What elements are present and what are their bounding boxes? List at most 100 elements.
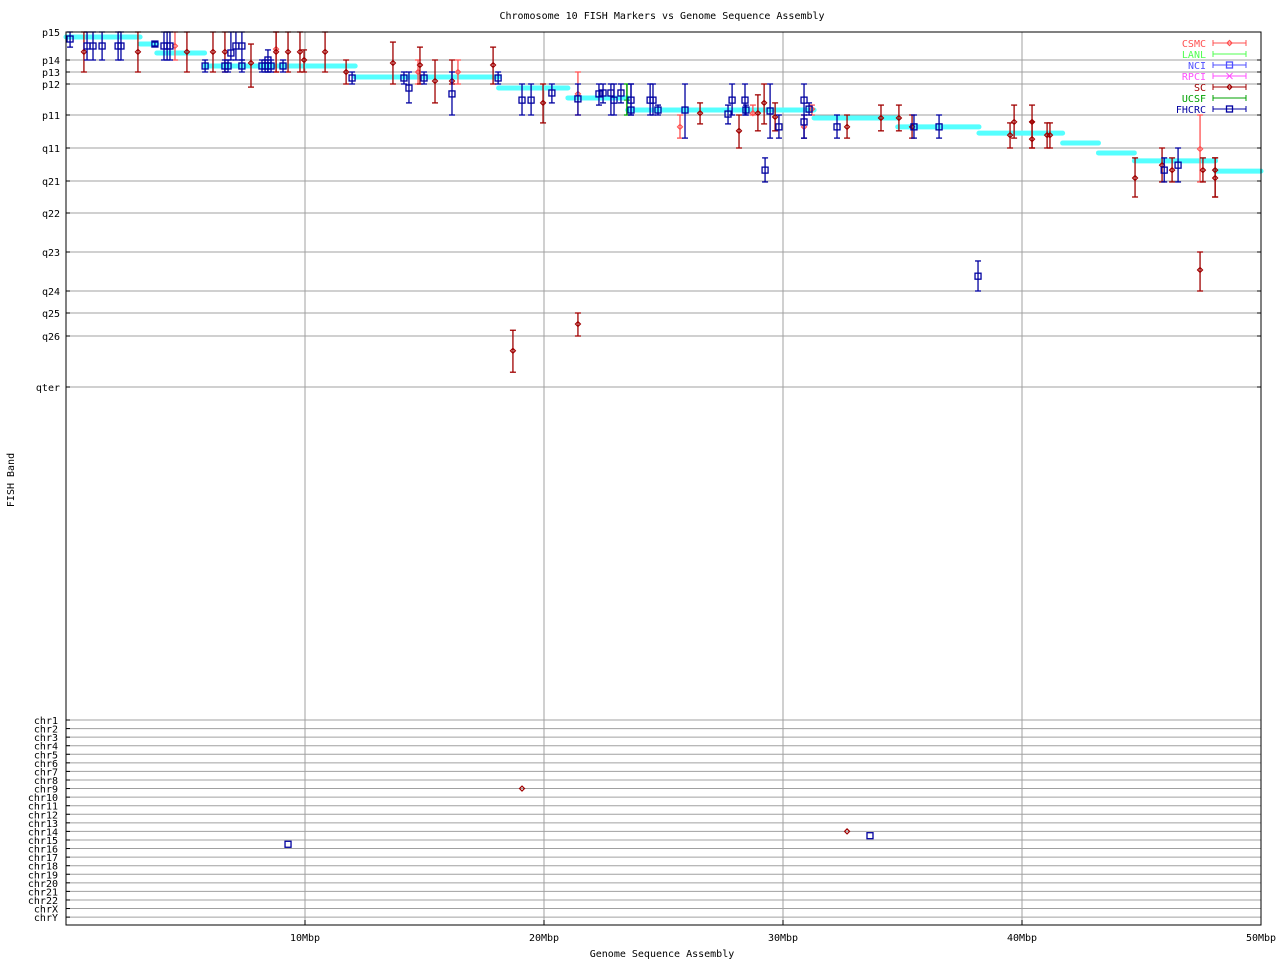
sc-diamond-marker <box>696 109 704 117</box>
sc-data-point <box>509 329 517 373</box>
marker-points <box>66 31 1219 848</box>
sc-diamond-marker <box>877 114 885 122</box>
fhcrc-box-marker <box>775 123 783 131</box>
fhcrc-box-marker <box>766 107 774 115</box>
sc-data-point <box>696 102 704 125</box>
sc-diamond-marker <box>509 347 517 355</box>
sc-data-point <box>300 49 308 73</box>
fhcrc-data-point <box>527 83 535 116</box>
sc-data-point <box>1010 104 1018 139</box>
sc-diamond-marker <box>448 77 456 85</box>
sc-diamond-marker <box>134 48 142 56</box>
y-tick-label: p12 <box>42 80 60 91</box>
sc-data-point <box>771 102 779 132</box>
series-fhcrc <box>66 31 1182 848</box>
fhcrc-data-point <box>649 83 657 116</box>
fhcrc-data-point <box>724 104 732 125</box>
legend-label: LANL <box>1182 50 1206 61</box>
fhcrc-box-marker <box>420 74 428 82</box>
y-chromosome-label: chrY <box>34 913 58 924</box>
sc-data-point <box>1046 122 1054 149</box>
legend-item-lanl: LANL <box>1182 50 1247 61</box>
assembly-segments <box>63 34 1264 174</box>
fhcrc-box-marker <box>833 123 841 131</box>
sc-diamond-marker <box>1199 166 1207 174</box>
x-axis-label: Genome Sequence Assembly <box>590 949 735 960</box>
sc-other-chromosome-diamond-marker <box>843 828 851 835</box>
fhcrc-data-point <box>151 40 159 48</box>
sc-data-point <box>1168 157 1176 183</box>
fhcrc-box-marker <box>974 272 982 280</box>
legend-label: CSMC <box>1182 39 1206 50</box>
fhcrc-box-marker <box>595 90 603 98</box>
csmc-diamond-marker <box>676 123 684 131</box>
legend-item-rpci: RPCI <box>1182 72 1247 83</box>
y-chromosome-label: chr7 <box>34 767 58 778</box>
sc-diamond-marker <box>1131 174 1139 182</box>
csmc-data-point <box>454 59 462 85</box>
y-chromosome-label: chr6 <box>34 759 58 770</box>
sc-data-point <box>1211 157 1219 198</box>
fhcrc-data-point <box>599 83 607 104</box>
y-chromosome-label: chr9 <box>34 785 58 796</box>
fhcrc-box-marker <box>448 90 456 98</box>
fhcrc-data-point <box>805 102 813 116</box>
y-tick-label: q11 <box>42 144 60 155</box>
sc-diamond-marker <box>574 320 582 328</box>
fhcrc-box-marker <box>654 106 662 114</box>
x-tick-label: 40Mbp <box>1007 933 1037 944</box>
sc-diamond-marker <box>754 109 762 117</box>
fhcrc-data-point <box>267 59 275 73</box>
legend-box-marker <box>1225 61 1234 69</box>
legend-label: UCSF <box>1182 94 1206 105</box>
y-chromosome-label: chr8 <box>34 776 58 787</box>
sc-diamond-marker <box>1006 131 1014 139</box>
legend-item-ucsf: UCSF <box>1182 94 1247 105</box>
fhcrc-data-point <box>400 71 408 85</box>
legend-box-marker <box>1225 105 1234 113</box>
y-tick-label: p11 <box>42 111 60 122</box>
fhcrc-data-point <box>201 59 209 73</box>
sc-diamond-marker <box>539 99 547 107</box>
y-chromosome-label: chrX <box>34 905 58 916</box>
fhcrc-data-point <box>617 83 625 104</box>
legend-item-nci: NCI <box>1188 61 1247 72</box>
fhcrc-data-point <box>728 83 736 116</box>
sc-data-point <box>760 83 768 125</box>
sc-data-point <box>877 104 885 132</box>
sc-data-point <box>1028 121 1036 149</box>
legend-diamond-marker <box>1226 83 1233 91</box>
fhcrc-box-marker <box>166 42 174 50</box>
fhcrc-data-point <box>800 114 808 139</box>
y-chromosome-label: chr3 <box>34 733 58 744</box>
fhcrc-box-marker <box>238 62 246 70</box>
sc-data-point <box>1199 157 1207 183</box>
fhcrc-data-point <box>775 114 783 139</box>
y-tick-label: q21 <box>42 177 60 188</box>
fhcrc-box-marker <box>761 166 769 174</box>
y-chromosome-label: chr4 <box>34 742 58 753</box>
y-chromosome-label: chr5 <box>34 750 58 761</box>
fhcrc-box-marker <box>800 118 808 126</box>
series-sc <box>80 31 1219 835</box>
y-tick-label: p15 <box>42 28 60 39</box>
x-tick-label: 50Mbp <box>1246 933 1276 944</box>
legend-label: FHCRC <box>1176 105 1206 116</box>
fhcrc-data-point <box>1174 147 1182 183</box>
sc-data-point <box>1196 251 1204 292</box>
fhcrc-box-marker <box>518 96 526 104</box>
y-chromosome-label: chr14 <box>28 827 58 838</box>
sc-diamond-marker <box>1010 118 1018 126</box>
sc-data-point <box>416 46 424 85</box>
csmc-diamond-marker <box>1196 145 1204 153</box>
y-chromosome-label: chr13 <box>28 819 58 830</box>
fhcrc-box-marker <box>741 96 749 104</box>
sc-data-point <box>754 94 762 132</box>
plot-border <box>65 31 1262 926</box>
fhcrc-box-marker <box>548 89 556 97</box>
fhcrc-box-marker <box>610 96 618 104</box>
y-tick-label: q24 <box>42 287 60 298</box>
sc-data-point <box>843 114 851 139</box>
